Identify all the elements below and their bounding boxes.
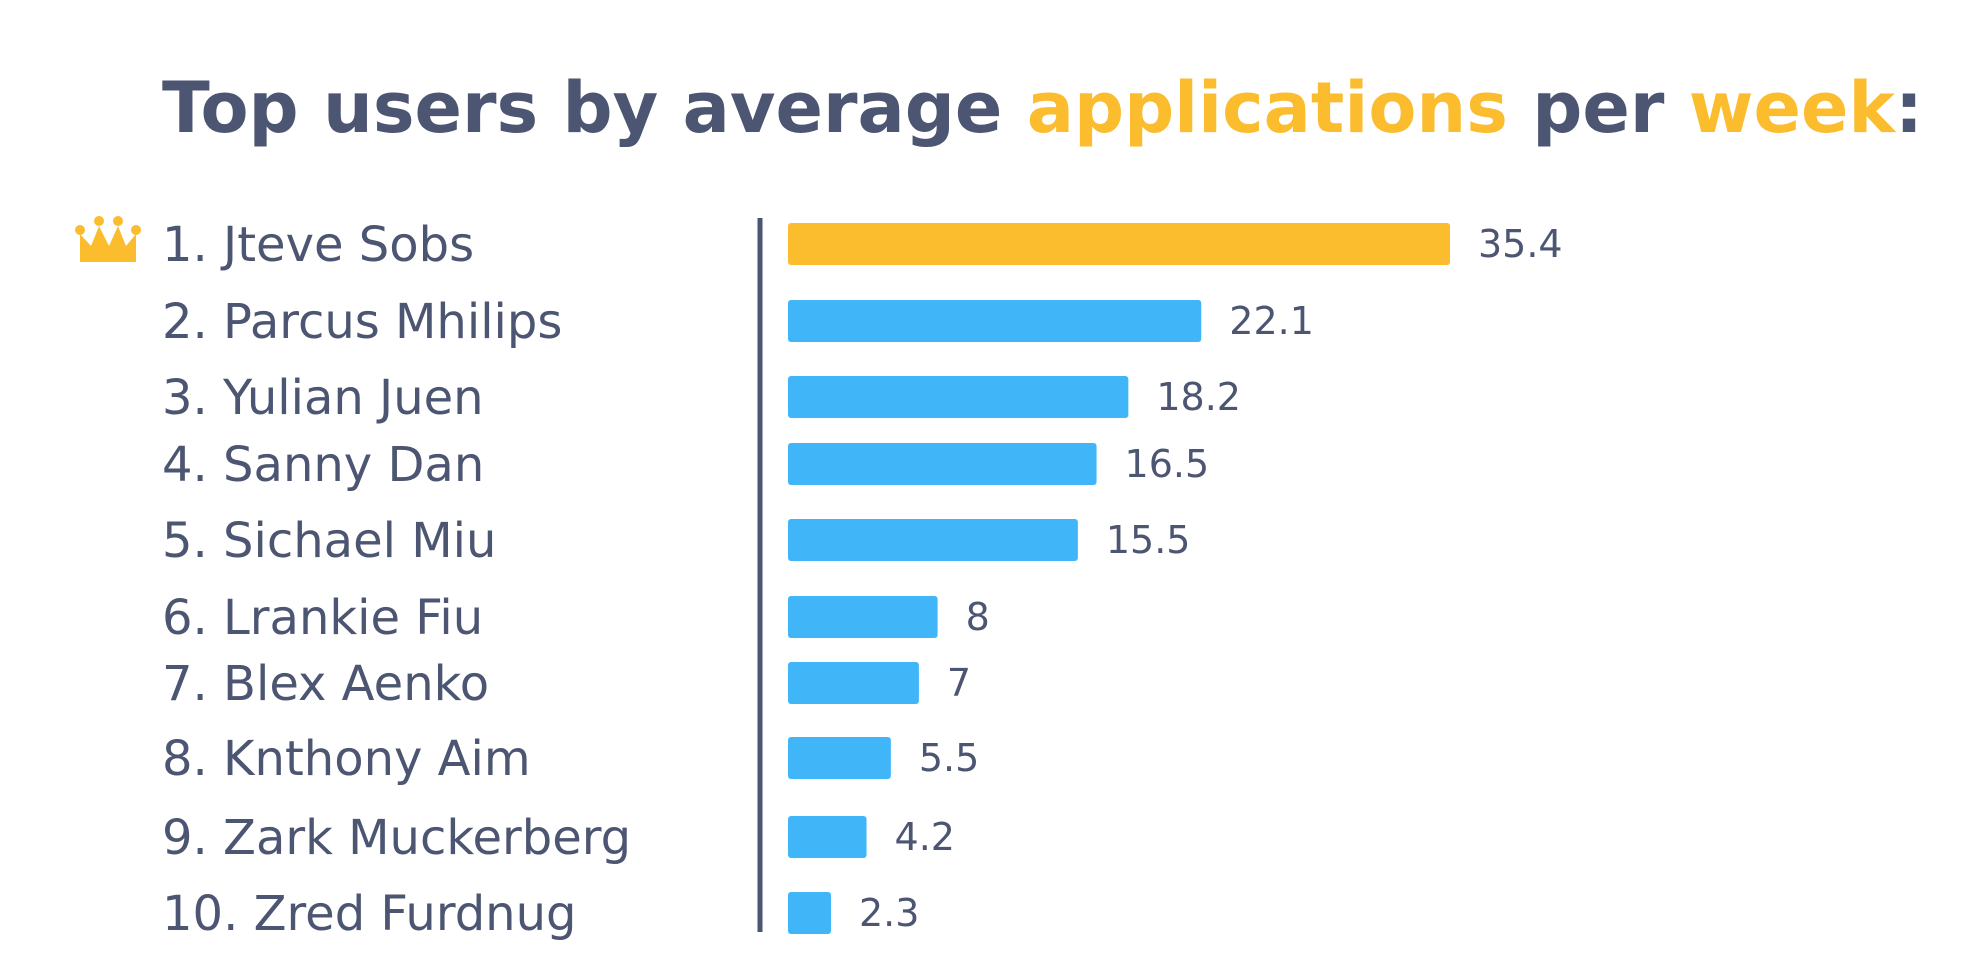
- data-label: 5.5: [919, 736, 979, 780]
- data-label: 22.1: [1229, 299, 1314, 343]
- title-segment: :: [1895, 67, 1923, 149]
- title-segment: per: [1508, 67, 1689, 149]
- bar: [788, 223, 1450, 265]
- data-label: 4.2: [895, 815, 955, 859]
- data-label: 8: [966, 595, 990, 639]
- category-label: 7. Blex Aenko: [162, 656, 489, 712]
- data-label: 7: [947, 661, 971, 705]
- category-label: 10. Zred Furdnug: [162, 886, 577, 942]
- category-label: 8. Knthony Aim: [162, 731, 531, 787]
- category-label: 9. Zark Muckerberg: [162, 810, 631, 866]
- bar: [788, 737, 891, 779]
- bar: [788, 376, 1129, 418]
- title-highlight: week: [1689, 67, 1897, 149]
- chart-title: Top users by average applications per we…: [162, 67, 1923, 149]
- crown-icon: [75, 216, 141, 262]
- bar: [788, 519, 1078, 561]
- category-label: 4. Sanny Dan: [162, 437, 484, 493]
- category-label: 5. Sichael Miu: [162, 513, 496, 569]
- bar: [788, 443, 1097, 485]
- bar: [788, 816, 867, 858]
- category-label: 6. Lrankie Fiu: [162, 590, 483, 646]
- bar: [788, 596, 938, 638]
- bar: [788, 892, 832, 934]
- data-label: 35.4: [1478, 222, 1563, 266]
- data-label: 16.5: [1125, 442, 1210, 486]
- bar: [788, 662, 919, 704]
- bar: [788, 300, 1202, 342]
- title-highlight: applications: [1027, 67, 1508, 149]
- data-label: 2.3: [859, 891, 919, 935]
- category-label: 2. Parcus Mhilips: [162, 294, 562, 350]
- title-segment: Top users by average: [162, 67, 1027, 149]
- data-label: 15.5: [1106, 518, 1191, 562]
- category-label: 3. Yulian Juen: [162, 370, 484, 426]
- data-label: 18.2: [1156, 375, 1241, 419]
- category-label: 1. Jteve Sobs: [162, 217, 474, 273]
